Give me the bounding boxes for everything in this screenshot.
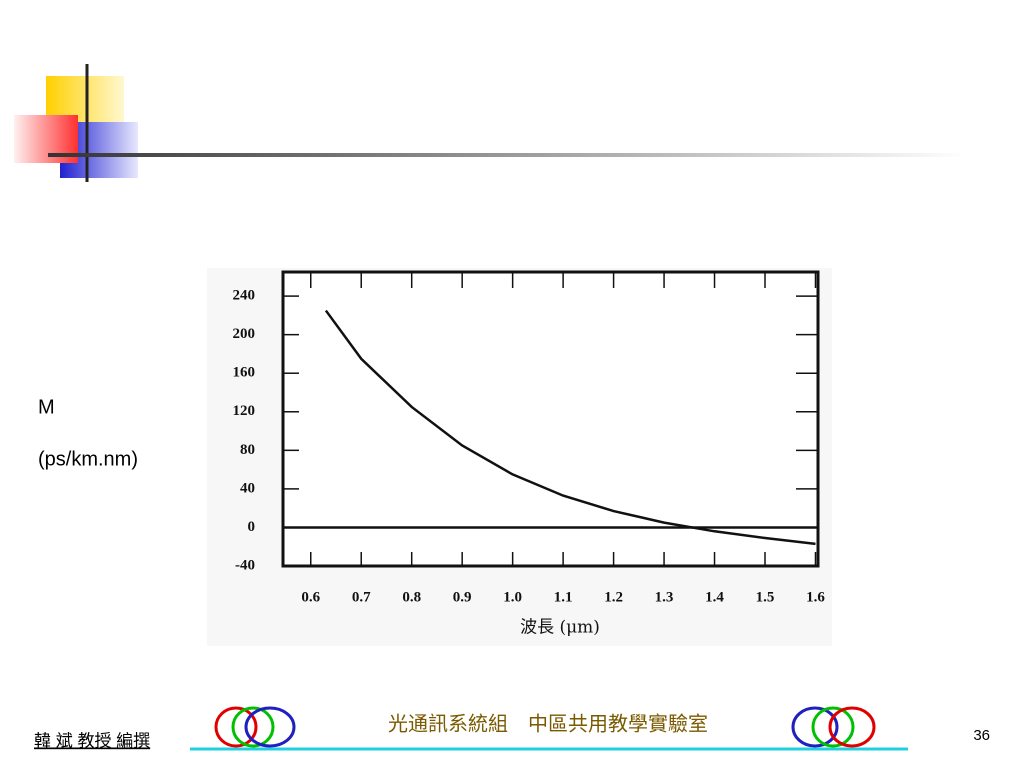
y-axis-label: (ps/km.nm): [38, 448, 138, 470]
x-tick-label: 1.4: [705, 589, 724, 605]
y-tick-label: 200: [233, 326, 256, 342]
x-tick-label: 1.0: [503, 589, 522, 605]
y-tick-label: 160: [233, 365, 256, 381]
x-tick-label: 1.1: [554, 589, 573, 605]
logo-left: [214, 706, 296, 748]
x-tick-label: 1.3: [655, 589, 674, 605]
y-tick-label: 120: [233, 403, 256, 419]
page-number: 36: [973, 727, 990, 744]
x-tick-label: 0.6: [301, 589, 320, 605]
footer-lab: 光通訊系統組 中區共用教學實驗室: [388, 712, 708, 736]
y-tick-label: 0: [248, 519, 256, 535]
header-rule: [48, 153, 968, 157]
y-tick-label: -40: [235, 557, 255, 573]
y-axis-label: M: [38, 396, 55, 418]
x-tick-label: 0.9: [453, 589, 472, 605]
x-tick-label: 0.8: [402, 589, 421, 605]
y-tick-label: 240: [233, 288, 256, 304]
x-tick-label: 1.6: [806, 589, 825, 605]
x-tick-label: 1.5: [756, 589, 775, 605]
logo-right: [791, 706, 876, 748]
footer-author: 韓 斌 教授 編撰: [34, 731, 150, 750]
plot-frame: [281, 270, 820, 568]
data-line: [324, 309, 816, 546]
y-tick-label: 40: [240, 480, 255, 496]
x-axis-label: 波長 (μm): [520, 618, 600, 638]
x-tick-label: 0.7: [352, 589, 371, 605]
chart: 240 200 160 120 80 40 0 -40 0.6 0.7 0.8 0.9 1.0 1.1 1.…: [233, 270, 825, 638]
x-tick-label: 1.2: [604, 589, 623, 605]
y-tick-label: 80: [240, 442, 255, 458]
